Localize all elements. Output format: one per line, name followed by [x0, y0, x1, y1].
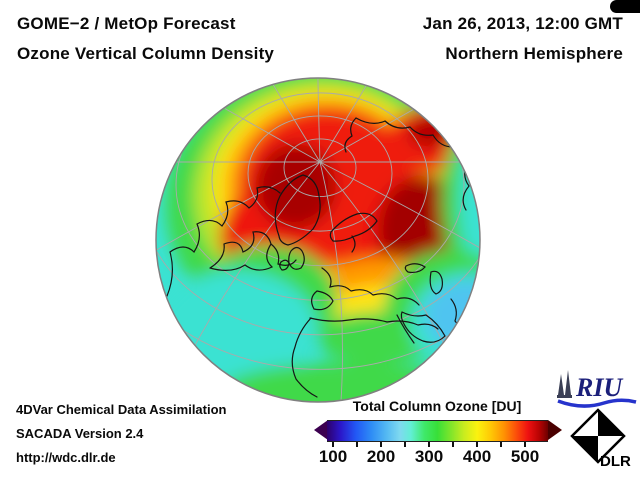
dlr-wordmark: DLR: [600, 453, 631, 470]
colorbar-title: Total Column Ozone [DU]: [352, 398, 522, 414]
url-label: http://wdc.dlr.de: [16, 450, 116, 465]
instrument-title: GOME−2 / MetOp Forecast: [17, 14, 236, 33]
dlr-emblem-fill: [572, 410, 624, 462]
cathedral-icon: [557, 370, 572, 398]
riu-swoosh: [557, 398, 637, 408]
colorbar-tick: [428, 442, 430, 447]
colorbar-tick-label: 500: [510, 447, 540, 466]
colorbar-tick-label: 400: [462, 447, 492, 466]
hemisphere-label: Northern Hemisphere: [445, 44, 623, 63]
colorbar-tick: [524, 442, 526, 447]
colorbar-tick-label: 100: [318, 447, 348, 466]
riu-logo: RIU: [557, 370, 637, 408]
top-right-black-tab: [610, 0, 640, 13]
colorbar-tick: [476, 442, 478, 447]
colorbar-tick-label: 200: [366, 447, 396, 466]
product-title: Ozone Vertical Column Density: [17, 44, 275, 63]
dlr-logo: DLR: [570, 408, 631, 470]
colorbar-tick: [452, 442, 454, 447]
datetime-label: Jan 26, 2013, 12:00 GMT: [422, 14, 623, 33]
colorbar-right-arrow: [548, 420, 562, 440]
version-label: SACADA Version 2.4: [16, 426, 144, 441]
colorbar-tick: [332, 442, 334, 447]
colorbar-tick-labels: 100 200 300 400 500: [317, 447, 549, 466]
colorbar-left-arrow: [314, 420, 328, 440]
riu-wordmark: RIU: [575, 373, 623, 402]
colorbar-tick: [380, 442, 382, 447]
colorbar-tick-label: 300: [414, 447, 444, 466]
colorbar-tick: [404, 442, 406, 447]
colorbar-gradient: [327, 420, 548, 447]
colorbar-tick: [500, 442, 502, 447]
colorbar-tick: [356, 442, 358, 447]
assimilation-label: 4DVar Chemical Data Assimilation: [16, 402, 227, 417]
